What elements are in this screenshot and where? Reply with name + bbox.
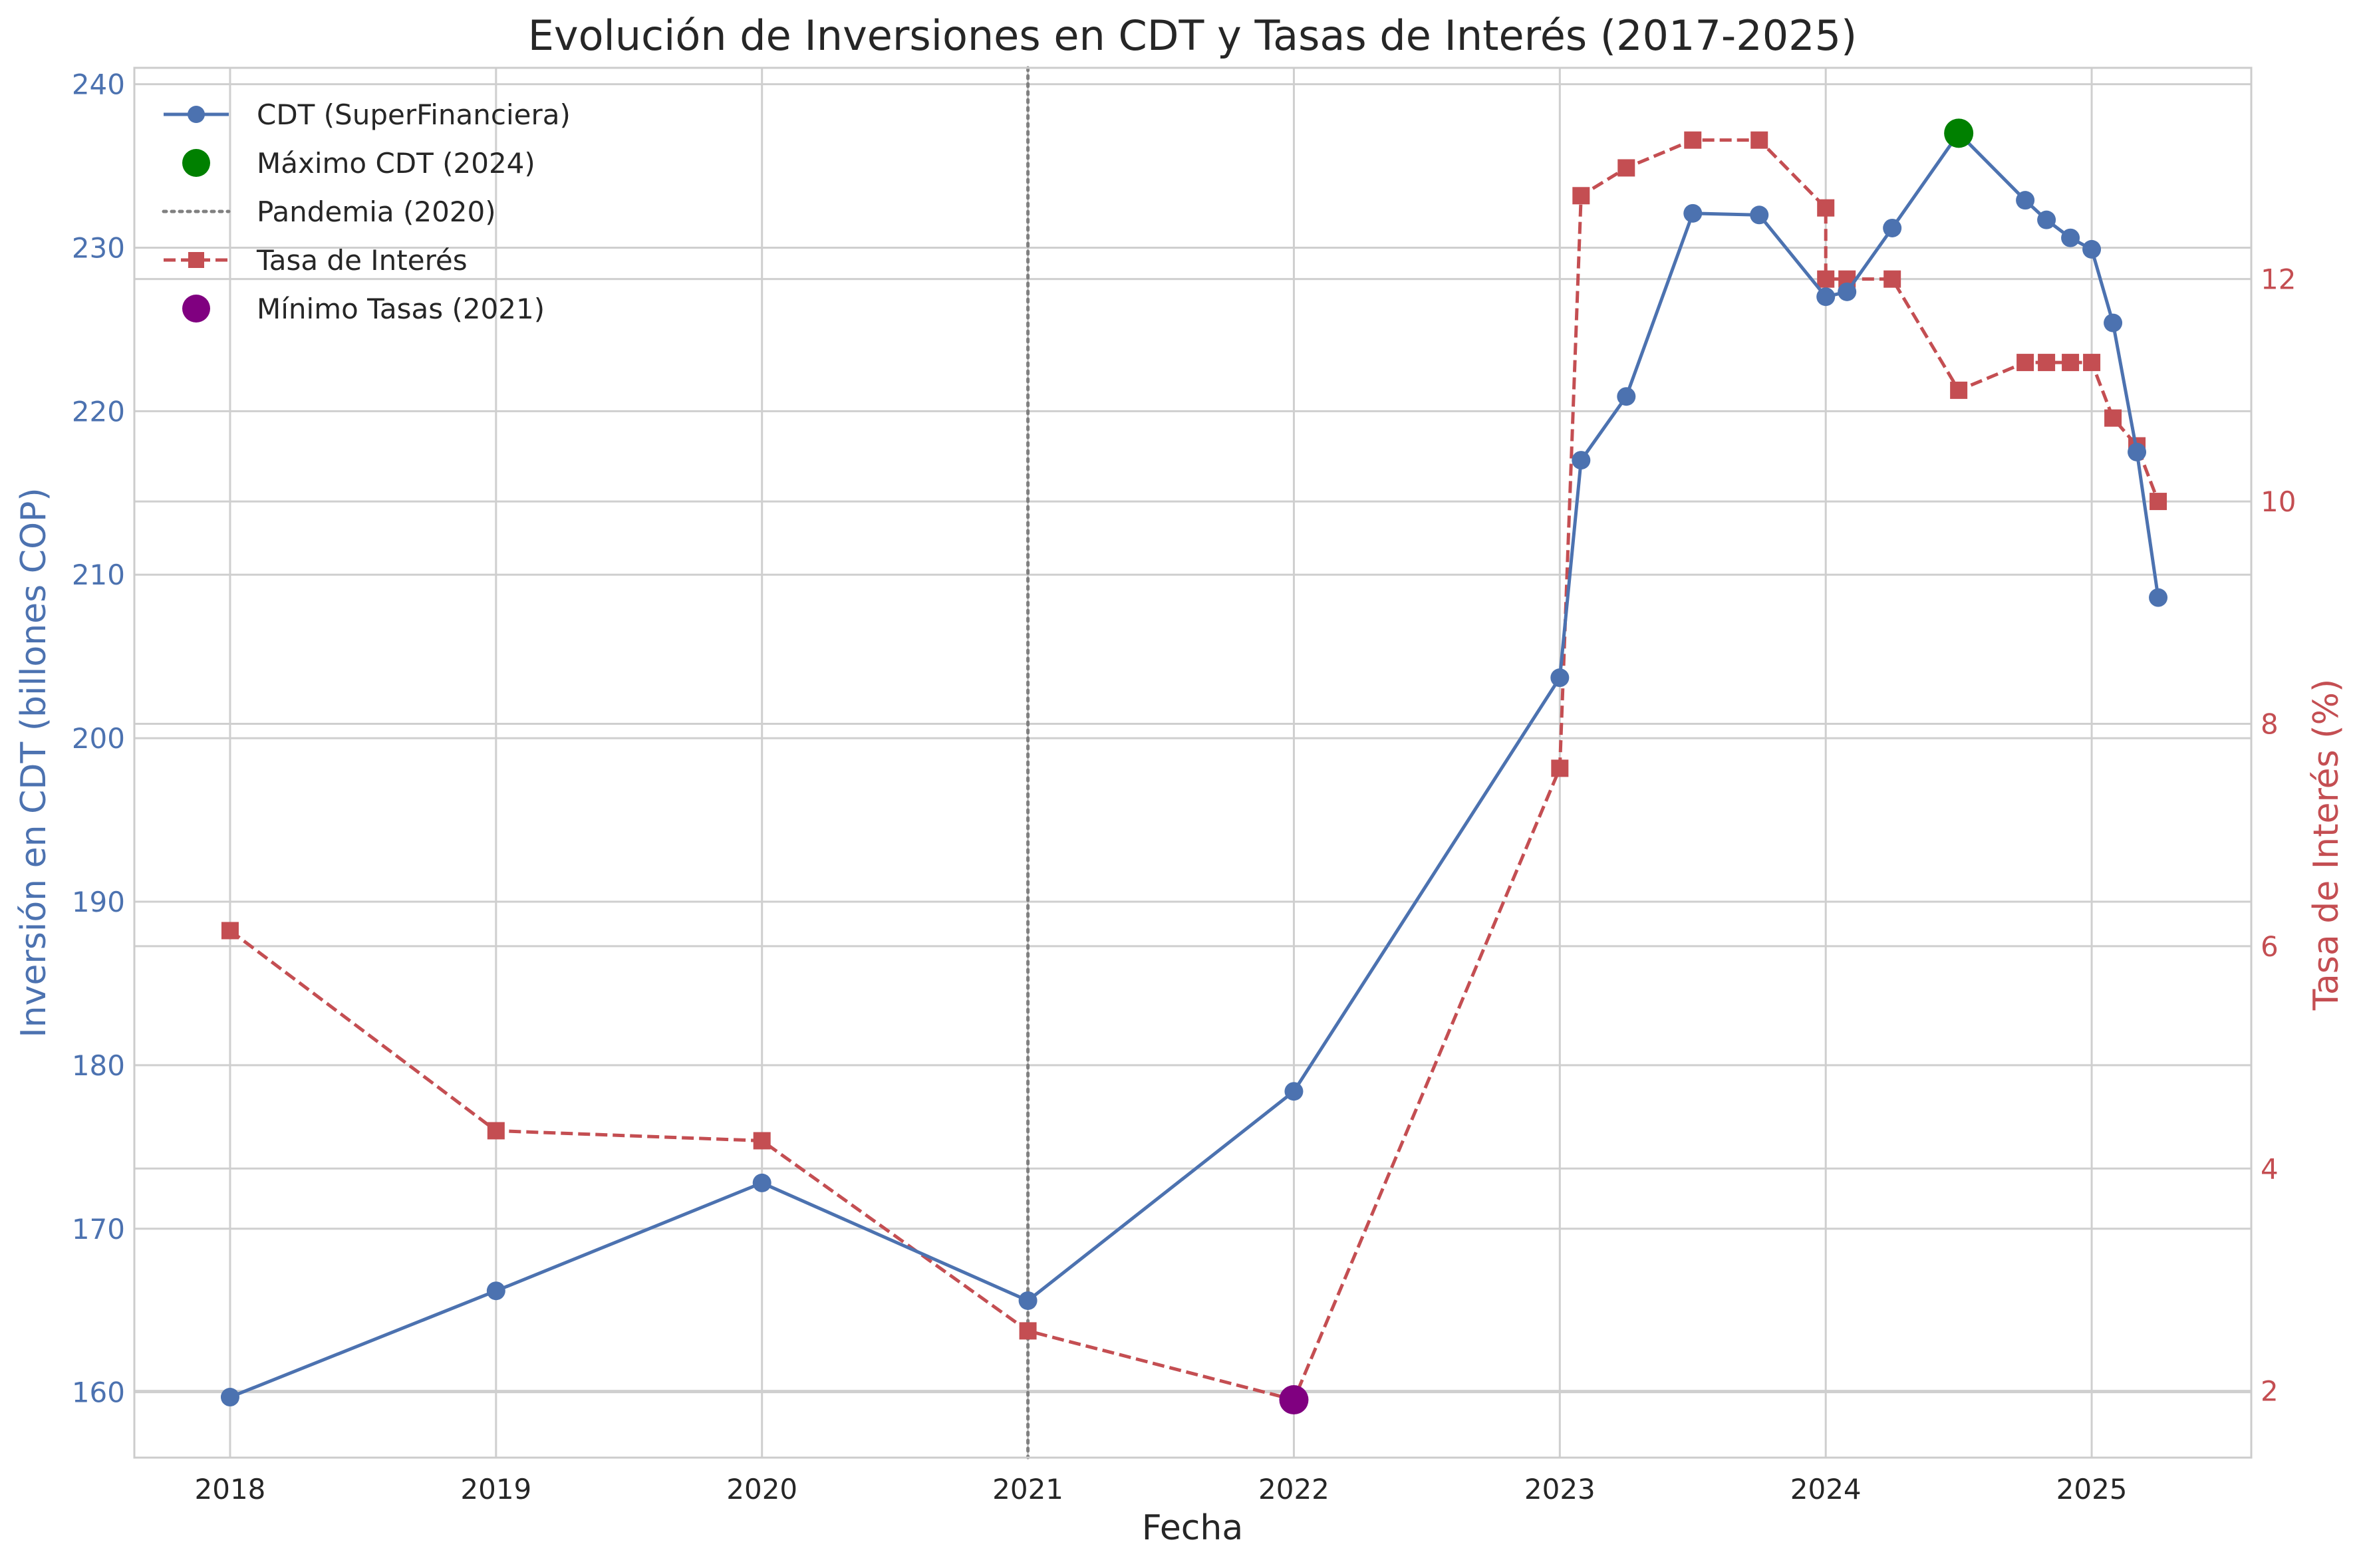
y-right-tick-label: 12 <box>2261 263 2296 296</box>
tasa-interes-point <box>2038 354 2056 372</box>
x-tick-label: 2025 <box>2056 1473 2128 1505</box>
cdt-point <box>486 1281 505 1301</box>
cdt-point <box>2016 191 2035 210</box>
legend-swatch-marker <box>188 106 205 123</box>
cdt-point <box>1284 1082 1304 1101</box>
legend-label: Máximo CDT (2024) <box>257 147 535 180</box>
cdt-point <box>220 1388 239 1407</box>
x-tick-label: 2020 <box>726 1473 797 1505</box>
y-left-tick-label: 160 <box>72 1376 125 1409</box>
x-tick-label: 2024 <box>1790 1473 1862 1505</box>
y-right-tick-label: 6 <box>2261 930 2279 963</box>
legend-swatch-marker <box>188 252 204 268</box>
cdt-point <box>752 1173 771 1192</box>
y-right-tick-label: 4 <box>2261 1152 2279 1185</box>
legend-swatch <box>182 295 210 323</box>
tick-layer: 2018 2019 2020 2021 2022 2023 2024 2025 160 170 18… <box>72 68 2296 1505</box>
legend-item: Máximo CDT (2024) <box>182 147 535 180</box>
legend-swatch <box>182 149 210 177</box>
tasa-interes-point <box>487 1122 505 1140</box>
y-left-tick-label: 190 <box>72 886 125 918</box>
x-axis-label: Fecha <box>1142 1508 1243 1548</box>
legend-item: Tasa de Interés <box>164 244 468 277</box>
y-left-tick-label: 180 <box>72 1049 125 1082</box>
tasa-interes-point <box>1019 1322 1037 1340</box>
y-axis-left-label: Inversión en CDT (billones COP) <box>14 487 54 1037</box>
y-right-tick-label: 2 <box>2261 1375 2279 1408</box>
legend-label: Pandemia (2020) <box>257 196 496 228</box>
legend-label: CDT (SuperFinanciera) <box>257 98 571 131</box>
tasa-interes-point <box>2016 354 2034 372</box>
legend-item: Mínimo Tasas (2021) <box>182 293 545 325</box>
y-right-tick-label: 10 <box>2261 485 2296 518</box>
cdt-point <box>2037 210 2056 229</box>
y-left-tick-label: 220 <box>72 395 125 428</box>
chart-title: Evolución de Inversiones en CDT y Tasas … <box>528 11 1858 60</box>
tasa-interes-point <box>1572 187 1590 205</box>
cdt-point <box>1838 282 1857 301</box>
y-left-tick-label: 240 <box>72 68 125 101</box>
cdt-point <box>1750 205 1769 225</box>
tasa-interes-point <box>2104 409 2122 427</box>
cdt-point <box>1550 668 1570 688</box>
x-tick-label: 2018 <box>195 1473 266 1505</box>
x-tick-label: 2022 <box>1258 1473 1329 1505</box>
y-right-tick-label: 8 <box>2261 708 2279 740</box>
tasa-interes-line <box>229 138 2160 1402</box>
legend: CDT (SuperFinanciera) Máximo CDT (2024) Pa… <box>162 98 571 325</box>
cdt-point <box>2061 228 2080 247</box>
tasa-interes-point <box>1617 159 1635 177</box>
y-left-tick-label: 210 <box>72 559 125 591</box>
y-left-tick-label: 170 <box>72 1213 125 1245</box>
tasa-interes-point <box>1750 131 1768 149</box>
tasa-interes-point <box>1684 131 1702 149</box>
tasa-interes-point <box>2083 354 2101 372</box>
cdt-point <box>2128 442 2147 461</box>
cdt-point <box>1816 287 1836 307</box>
tasa-interes-point <box>2062 354 2080 372</box>
cdt-point <box>2149 588 2168 607</box>
tasa-interes-point <box>753 1132 771 1150</box>
tasa-interes-point <box>1817 199 1835 217</box>
cdt-point <box>1018 1291 1038 1310</box>
cdt-point <box>2104 313 2123 332</box>
y-axis-right-label: Tasa de Interés (%) <box>2306 679 2346 1011</box>
cdt-point <box>1883 218 1902 237</box>
y-left-tick-label: 200 <box>72 722 125 755</box>
legend-item: Pandemia (2020) <box>162 196 496 228</box>
x-tick-label: 2019 <box>460 1473 531 1505</box>
legend-label: Mínimo Tasas (2021) <box>257 293 545 325</box>
tasa-interes-point <box>1817 270 1835 288</box>
tasa-interes-point <box>1883 270 1901 288</box>
x-tick-label: 2021 <box>992 1473 1063 1505</box>
x-tick-label: 2023 <box>1524 1473 1596 1505</box>
plot-frame <box>133 66 2253 1459</box>
legend-item: CDT (SuperFinanciera) <box>164 98 571 131</box>
series-layer <box>220 118 2168 1415</box>
maximo-cdt-point <box>1944 118 1974 148</box>
minimo-tasas-point <box>1279 1385 1309 1415</box>
cdt-point <box>1572 451 1591 470</box>
y-left-tick-label: 230 <box>72 231 125 264</box>
tasa-interes-point <box>1950 381 1968 399</box>
tasa-interes-point <box>2150 493 2167 511</box>
cdt-point <box>2082 239 2102 259</box>
cdt-point <box>1617 387 1636 406</box>
cdt-point <box>1683 203 1703 223</box>
tasa-interes-point <box>1551 759 1569 777</box>
legend-label: Tasa de Interés <box>256 244 468 277</box>
tasa-interes-point <box>221 922 239 940</box>
